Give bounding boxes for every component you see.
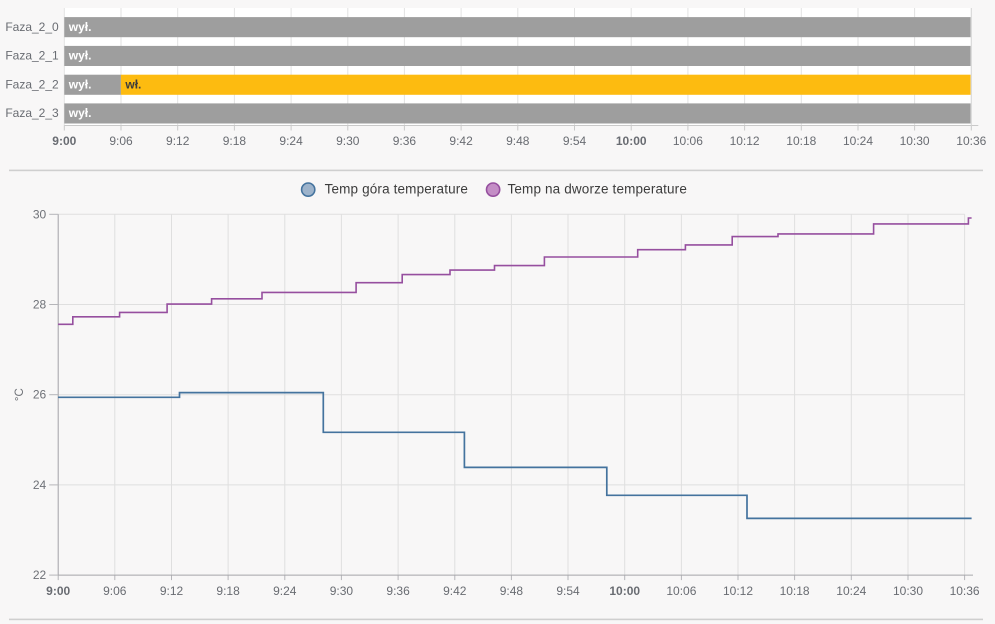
svg-text:Faza_2_1: Faza_2_1 — [5, 49, 59, 63]
svg-text:10:24: 10:24 — [836, 584, 866, 598]
svg-text:9:12: 9:12 — [166, 134, 190, 148]
svg-text:9:06: 9:06 — [103, 584, 127, 598]
svg-text:wył.: wył. — [68, 106, 92, 120]
svg-text:10:30: 10:30 — [893, 584, 923, 598]
svg-text:9:48: 9:48 — [506, 134, 530, 148]
svg-text:Temp na dworze temperature: Temp na dworze temperature — [508, 182, 688, 197]
svg-text:10:36: 10:36 — [956, 134, 986, 148]
svg-text:10:00: 10:00 — [616, 134, 647, 148]
svg-text:9:36: 9:36 — [386, 584, 410, 598]
svg-text:10:12: 10:12 — [730, 134, 760, 148]
svg-text:10:06: 10:06 — [673, 134, 703, 148]
svg-text:9:18: 9:18 — [216, 584, 240, 598]
svg-text:Faza_2_2: Faza_2_2 — [5, 78, 59, 92]
svg-text:9:36: 9:36 — [393, 134, 417, 148]
svg-text:9:24: 9:24 — [279, 134, 303, 148]
svg-text:wył.: wył. — [68, 77, 92, 91]
svg-text:Faza_2_0: Faza_2_0 — [5, 20, 59, 34]
svg-text:10:18: 10:18 — [786, 134, 816, 148]
svg-text:°C: °C — [14, 388, 26, 401]
svg-text:9:12: 9:12 — [160, 584, 184, 598]
svg-text:26: 26 — [33, 388, 47, 402]
svg-text:10:30: 10:30 — [900, 134, 930, 148]
svg-text:9:42: 9:42 — [443, 584, 467, 598]
svg-text:9:42: 9:42 — [449, 134, 473, 148]
svg-text:9:54: 9:54 — [556, 584, 580, 598]
svg-text:9:24: 9:24 — [273, 584, 297, 598]
svg-text:10:00: 10:00 — [609, 584, 640, 598]
svg-text:10:06: 10:06 — [666, 584, 696, 598]
svg-text:22: 22 — [33, 568, 47, 582]
svg-text:9:54: 9:54 — [563, 134, 587, 148]
svg-text:9:06: 9:06 — [109, 134, 133, 148]
svg-text:wł.: wł. — [124, 77, 141, 91]
svg-text:24: 24 — [33, 478, 47, 492]
svg-text:Temp góra temperature: Temp góra temperature — [325, 182, 468, 197]
svg-text:9:18: 9:18 — [223, 134, 247, 148]
svg-text:wył.: wył. — [68, 49, 92, 63]
svg-text:9:30: 9:30 — [330, 584, 354, 598]
svg-text:10:12: 10:12 — [723, 584, 753, 598]
svg-text:wył.: wył. — [68, 20, 92, 34]
svg-text:9:00: 9:00 — [46, 584, 70, 598]
svg-text:10:18: 10:18 — [780, 584, 810, 598]
svg-text:9:30: 9:30 — [336, 134, 360, 148]
svg-text:10:36: 10:36 — [950, 584, 980, 598]
svg-text:28: 28 — [33, 298, 47, 312]
svg-text:30: 30 — [33, 207, 47, 221]
svg-text:Faza_2_3: Faza_2_3 — [5, 106, 59, 120]
svg-text:9:00: 9:00 — [52, 134, 76, 148]
svg-text:10:24: 10:24 — [843, 134, 873, 148]
svg-text:9:48: 9:48 — [500, 584, 524, 598]
